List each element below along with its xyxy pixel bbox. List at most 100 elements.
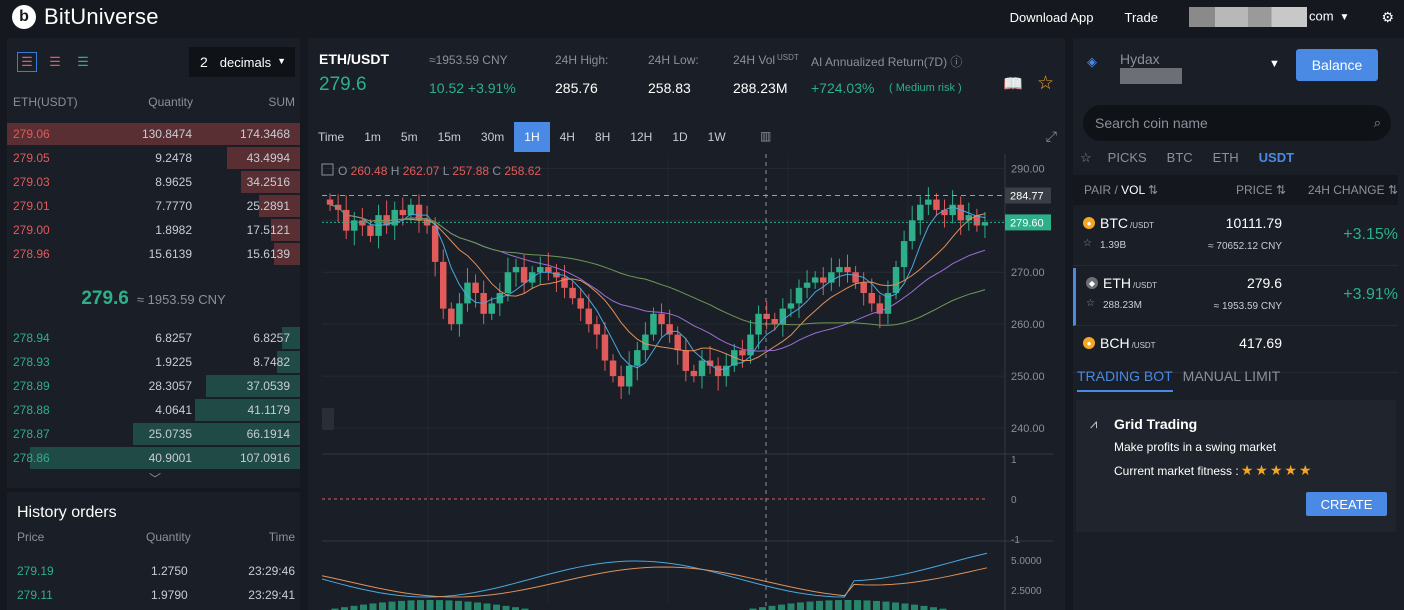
timeframe-tab-5m[interactable]: 5m: [400, 130, 418, 144]
order-book-row[interactable]: 278.96 15.6139 15.6139: [7, 242, 300, 266]
row-price: 278.94: [13, 331, 50, 345]
order-book-row[interactable]: 279.01 7.7770 25.2891: [7, 194, 300, 218]
search-placeholder: Search coin name: [1095, 115, 1208, 131]
timeframe-tab-30m[interactable]: 30m: [480, 130, 505, 144]
coin-row-eth[interactable]: ◆ ETH/USDT ☆ 288.23M 279.6 ≈ 1953.59 CNY +3.91…: [1073, 268, 1398, 326]
candle-body: [625, 365, 633, 387]
caret-down-icon: ▼: [277, 56, 286, 66]
candlestick-chart[interactable]: 290.00280.00270.00260.00250.00240.00284.…: [308, 154, 1065, 610]
order-book-row[interactable]: 278.86 40.9001 107.0916: [7, 446, 300, 470]
candle-body: [933, 199, 940, 210]
macd-tick-label: -1: [1011, 535, 1020, 546]
ohlc-part: H: [391, 164, 400, 178]
timeframe-tab-1d[interactable]: 1D: [672, 130, 688, 144]
order-book-row[interactable]: 279.03 8.9625 34.2516: [7, 170, 300, 194]
create-button[interactable]: CREATE: [1306, 492, 1387, 516]
star-icon[interactable]: ☆: [1083, 238, 1092, 249]
row-qty: 15.6139: [148, 247, 192, 261]
bot-tab-manual-limit[interactable]: MANUAL LIMIT: [1182, 368, 1281, 384]
order-book-row[interactable]: 279.06 130.8474 174.3468: [7, 122, 300, 146]
caret-down-icon: ▼: [1339, 12, 1350, 24]
star-icon[interactable]: ☆: [1037, 73, 1055, 94]
book-icon[interactable]: 📖: [1003, 76, 1023, 93]
depth-bar: [30, 447, 300, 469]
order-book-row[interactable]: 279.05 9.2478 43.4994: [7, 146, 300, 170]
asks-view-icon[interactable]: ☰: [49, 54, 61, 69]
kdj-histogram-bar: [388, 601, 396, 610]
history-qty: 1.2750: [151, 564, 188, 578]
timeframe-tabs: Time 1m 5m 15m 30m 1H 4H 8H 12H 1D 1W: [308, 122, 736, 152]
kdj-histogram-bar: [939, 608, 947, 610]
order-book-row[interactable]: 278.94 6.8257 6.8257: [7, 326, 300, 350]
candle-body: [472, 282, 479, 294]
kdj-histogram-bar: [930, 607, 937, 610]
bot-tab-trading-bot[interactable]: TRADING BOT: [1077, 368, 1173, 392]
kdj-histogram-bar: [797, 602, 804, 610]
coin-row-btc[interactable]: ● BTC/USDT ☆ 1.39B 10111.79 ≈ 70652.12 CNY +3.…: [1073, 208, 1398, 266]
timeframe-tab-time[interactable]: Time: [318, 130, 345, 144]
kdj-histogram-bar: [825, 600, 833, 610]
timeframe-tab-15m[interactable]: 15m: [437, 130, 461, 144]
candle-body: [965, 215, 973, 221]
candle-body: [585, 308, 593, 325]
caret-down-icon[interactable]: ▼: [1269, 58, 1280, 70]
order-book-row[interactable]: 278.93 1.9225 8.7482: [7, 350, 300, 374]
timeframe-tab-4h[interactable]: 4H: [559, 130, 575, 144]
kdj-histogram-bar: [512, 607, 519, 610]
fullscreen-icon[interactable]: ⤢: [1045, 128, 1057, 144]
account-menu[interactable]: com ▼: [1188, 7, 1381, 27]
market-header: PAIR / VOL ⇅ PRICE ⇅ 24H CHANGE ⇅: [1073, 175, 1398, 205]
row-qty: 1.9225: [155, 355, 192, 369]
ai-label-text: AI Annualized Return(7D): [811, 55, 948, 69]
timeframe-tab-12h[interactable]: 12H: [630, 130, 653, 144]
market-tab-eth[interactable]: ETH: [1212, 150, 1239, 165]
timeframe-tab-1h[interactable]: 1H: [514, 122, 550, 152]
order-book-row[interactable]: 278.87 25.0735 66.1914: [7, 422, 300, 446]
coin-row-bch[interactable]: ● BCH/USDT 417.69: [1073, 328, 1398, 373]
timeframe-tab-1w[interactable]: 1W: [707, 130, 726, 144]
balance-button[interactable]: Balance: [1296, 49, 1378, 81]
coin-change: +3.91%: [1343, 286, 1398, 303]
history-orders: History orders Price Quantity Time 279.1…: [7, 492, 300, 610]
row-qty: 6.8257: [155, 331, 192, 345]
ohlc-part: O: [338, 164, 347, 178]
trade-link[interactable]: Trade: [1124, 9, 1158, 25]
row-qty: 40.9001: [148, 451, 192, 465]
bids-view-icon[interactable]: ☰: [77, 54, 89, 69]
ohlc-part: 262.07: [399, 164, 442, 178]
kdj-histogram-bar: [360, 604, 367, 610]
price-sort[interactable]: PRICE ⇅: [1236, 183, 1287, 197]
kdj-histogram-bar: [844, 600, 852, 610]
depth-bar: [276, 351, 300, 373]
kdj-histogram-bar: [426, 600, 434, 610]
low-value: 258.83: [648, 80, 691, 96]
indicator-icon[interactable]: ▥: [760, 129, 772, 143]
logo[interactable]: b BitUniverse: [12, 4, 159, 30]
star-icon[interactable]: ☆: [1086, 298, 1095, 309]
coin-price: 10111.79: [1225, 215, 1282, 231]
candle-body: [634, 350, 641, 366]
order-book-row[interactable]: 279.00 1.8982 17.5121: [7, 218, 300, 242]
decimals-select[interactable]: 2 decimals ▼: [189, 47, 295, 77]
last-marker-bg: [1005, 214, 1051, 231]
order-book-row[interactable]: 278.88 4.0641 41.1179: [7, 398, 300, 422]
coin-change: +3.15%: [1343, 226, 1398, 243]
download-app-link[interactable]: Download App: [1009, 9, 1094, 25]
candle-body: [448, 308, 455, 325]
change-sort[interactable]: 24H CHANGE ⇅: [1307, 183, 1398, 197]
info-icon[interactable]: ⓘ: [950, 55, 963, 69]
chevron-down-icon[interactable]: ﹀: [149, 472, 162, 486]
candle-body: [577, 298, 584, 309]
timeframe-tab-8h[interactable]: 8H: [594, 130, 611, 144]
market-tab-picks[interactable]: PICKS: [1107, 150, 1147, 165]
both-sides-view-icon[interactable]: ☰: [17, 52, 37, 72]
pair-vol-sort[interactable]: PAIR / VOL ⇅: [1084, 183, 1159, 197]
row-price: 279.00: [13, 223, 50, 237]
order-book-row[interactable]: 278.89 28.3057 37.0539: [7, 374, 300, 398]
gear-icon[interactable]: ⚙: [1381, 8, 1394, 25]
timeframe-tab-1m[interactable]: 1m: [364, 130, 381, 144]
depth-bar: [258, 195, 300, 217]
market-tab-usdt[interactable]: USDT: [1258, 150, 1295, 165]
market-tab-btc[interactable]: BTC: [1166, 150, 1193, 165]
search-input[interactable]: Search coin name ⌕: [1083, 105, 1391, 141]
